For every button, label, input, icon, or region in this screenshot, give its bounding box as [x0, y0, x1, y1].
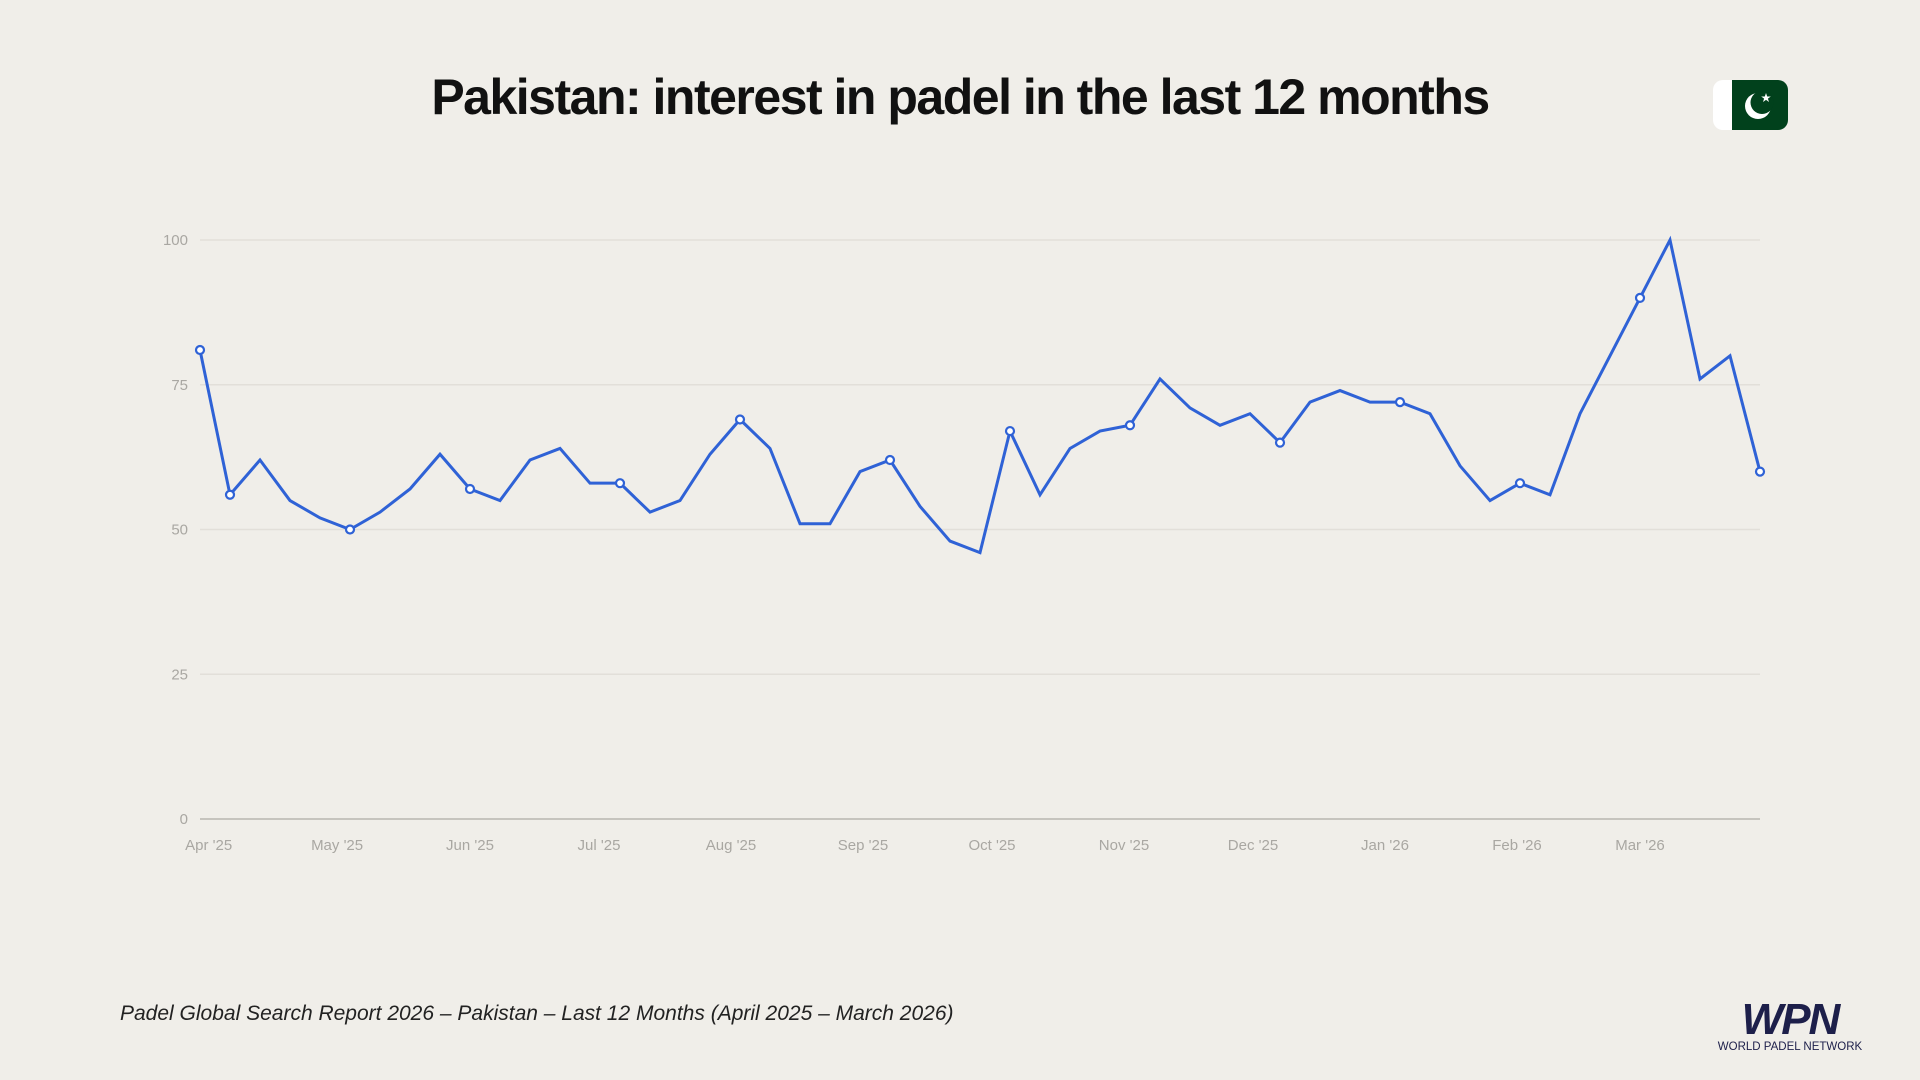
wpn-logo: WPN WORLD PADEL NETWORK	[1718, 996, 1863, 1052]
y-tick-label: 100	[163, 232, 188, 249]
line-chart: 0 25 50 75 100 Apr '25 May '25 Jun '25 Jul '25 A…	[163, 232, 1766, 854]
y-tick-label: 75	[171, 377, 188, 394]
pakistan-flag-icon	[1713, 80, 1788, 130]
logo-subtitle: WORLD PADEL NETWORK	[1718, 1041, 1863, 1052]
data-point	[1634, 292, 1646, 303]
data-point	[224, 489, 236, 500]
x-tick-label: Sep '25	[838, 837, 888, 854]
footnote: Padel Global Search Report 2026 – Pakist…	[120, 1002, 954, 1025]
y-tick-label: 25	[171, 666, 188, 683]
data-point	[1274, 437, 1286, 448]
data-point	[1394, 397, 1406, 408]
data-point	[464, 483, 476, 495]
x-tick-label: Mar '26	[1615, 837, 1665, 854]
x-tick-label: Jun '25	[446, 837, 494, 854]
data-point	[734, 414, 746, 425]
x-tick-label: Jul '25	[578, 837, 621, 854]
data-point	[194, 344, 206, 356]
chart-title: Pakistan: interest in padel in the last …	[431, 69, 1490, 125]
data-point	[1754, 466, 1766, 477]
data-point	[1004, 425, 1016, 437]
data-point	[1514, 478, 1526, 489]
x-tick-label: Feb '26	[1492, 837, 1542, 854]
x-tick-label: May '25	[311, 837, 363, 854]
data-point	[344, 524, 356, 535]
data-point	[1124, 420, 1136, 431]
x-tick-label: Apr '25	[185, 837, 232, 854]
x-tick-label: Oct '25	[968, 837, 1015, 854]
series-line	[198, 235, 1762, 555]
y-tick-label: 50	[171, 522, 188, 539]
x-tick-label: Nov '25	[1099, 837, 1149, 854]
data-point	[884, 454, 896, 466]
y-tick-label: 0	[180, 811, 188, 828]
x-tick-label: Jan '26	[1361, 837, 1409, 854]
x-tick-label: Aug '25	[706, 837, 756, 854]
data-point	[614, 478, 626, 489]
logo-wordmark: WPN	[1742, 996, 1842, 1044]
x-tick-label: Dec '25	[1228, 837, 1278, 854]
